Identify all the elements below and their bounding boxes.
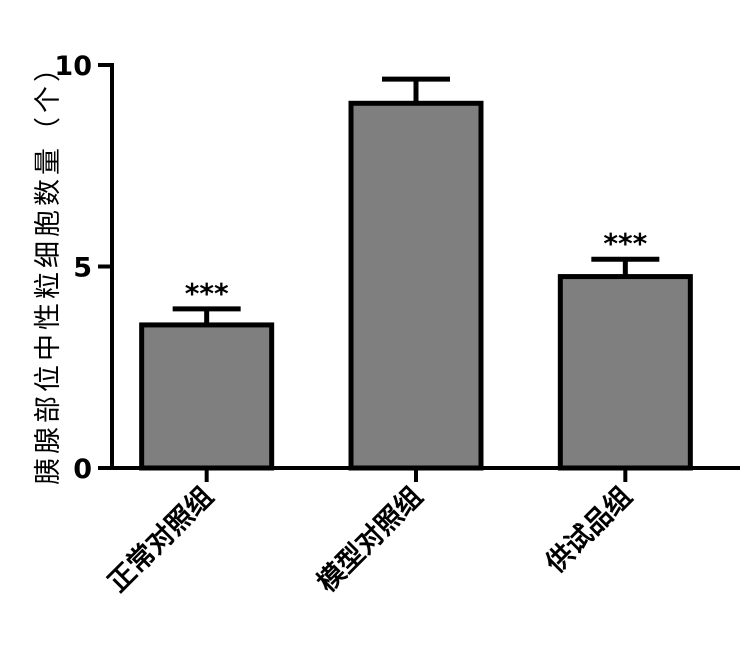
bar: [139, 322, 275, 471]
y-axis: 0 5 10: [54, 51, 114, 485]
significance-markers: *** ***: [185, 227, 648, 310]
significance-label: ***: [603, 227, 647, 260]
y-axis-label-group: 胰腺部位中性粒细胞数量（个）: [33, 51, 64, 485]
category-label: 模型对照组: [311, 480, 429, 598]
y-axis-label: 胰腺部位中性粒细胞数量（个）: [33, 51, 64, 485]
bar: [557, 274, 693, 471]
y-tick-label: 5: [73, 253, 92, 284]
y-tick-label: 0: [73, 454, 92, 485]
error-bars: [172, 76, 660, 325]
category-label: 供试品组: [539, 480, 639, 580]
bar: [348, 100, 484, 471]
y-tick-label: 10: [54, 51, 92, 82]
category-label: 正常对照组: [102, 480, 220, 598]
bars: [139, 100, 693, 471]
category-labels: 正常对照组 模型对照组 供试品组: [102, 480, 639, 598]
significance-label: ***: [185, 277, 229, 310]
